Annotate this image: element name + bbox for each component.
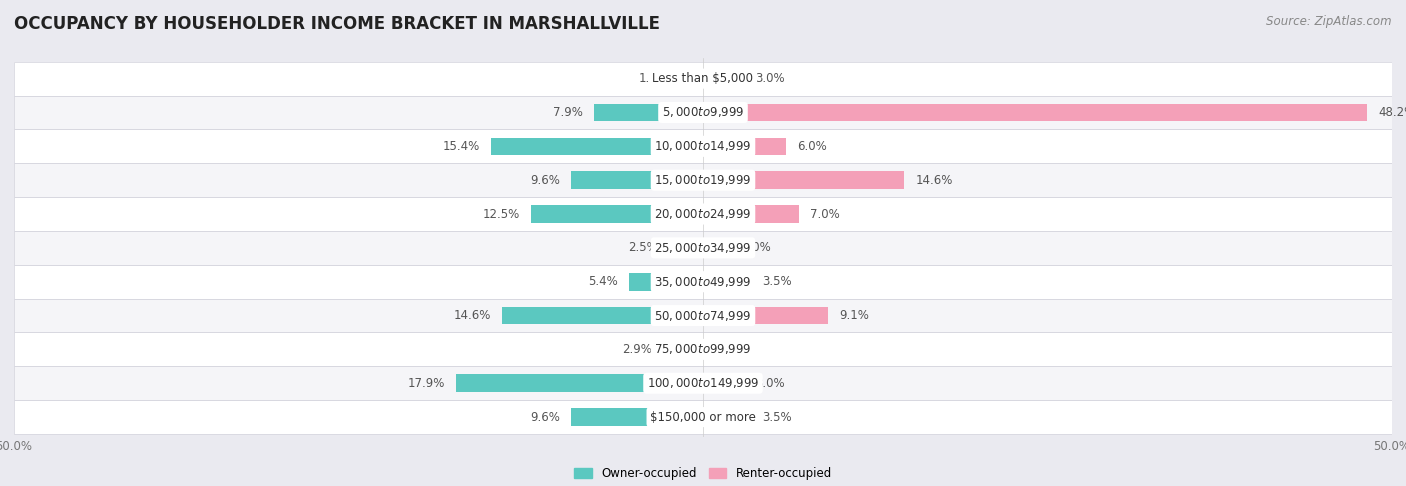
Bar: [703, 205, 800, 223]
Text: $20,000 to $24,999: $20,000 to $24,999: [654, 207, 752, 221]
Bar: [491, 138, 703, 155]
Bar: [571, 172, 703, 189]
Text: 9.1%: 9.1%: [839, 309, 869, 322]
Bar: [14, 96, 1392, 129]
Bar: [14, 366, 1392, 400]
Text: 7.9%: 7.9%: [553, 106, 583, 119]
Bar: [571, 408, 703, 426]
Text: 0.0%: 0.0%: [714, 343, 744, 356]
Bar: [14, 400, 1392, 434]
Bar: [703, 70, 744, 87]
Text: $50,000 to $74,999: $50,000 to $74,999: [654, 309, 752, 323]
Bar: [14, 62, 1392, 96]
Bar: [14, 332, 1392, 366]
Text: $100,000 to $149,999: $100,000 to $149,999: [647, 376, 759, 390]
Text: OCCUPANCY BY HOUSEHOLDER INCOME BRACKET IN MARSHALLVILLE: OCCUPANCY BY HOUSEHOLDER INCOME BRACKET …: [14, 15, 659, 33]
Text: 2.0%: 2.0%: [741, 242, 772, 254]
Bar: [14, 96, 1392, 129]
Bar: [14, 231, 1392, 265]
Bar: [703, 408, 751, 426]
Text: 3.5%: 3.5%: [762, 275, 792, 288]
Text: Less than $5,000: Less than $5,000: [652, 72, 754, 85]
Text: 14.6%: 14.6%: [453, 309, 491, 322]
Text: 3.0%: 3.0%: [755, 72, 785, 85]
Text: 6.0%: 6.0%: [797, 140, 827, 153]
Text: 15.4%: 15.4%: [443, 140, 479, 153]
Bar: [703, 172, 904, 189]
Bar: [14, 197, 1392, 231]
Text: 3.5%: 3.5%: [762, 411, 792, 424]
Bar: [703, 104, 1367, 122]
Bar: [14, 265, 1392, 298]
Bar: [14, 129, 1392, 163]
Bar: [679, 70, 703, 87]
Bar: [14, 366, 1392, 400]
Bar: [664, 341, 703, 358]
Text: 3.0%: 3.0%: [755, 377, 785, 390]
Bar: [669, 239, 703, 257]
Text: 2.5%: 2.5%: [628, 242, 658, 254]
Text: $25,000 to $34,999: $25,000 to $34,999: [654, 241, 752, 255]
Bar: [14, 62, 1392, 96]
Text: $35,000 to $49,999: $35,000 to $49,999: [654, 275, 752, 289]
Bar: [14, 332, 1392, 366]
Bar: [703, 138, 786, 155]
Bar: [14, 197, 1392, 231]
Bar: [457, 374, 703, 392]
Text: 1.7%: 1.7%: [638, 72, 669, 85]
Text: $15,000 to $19,999: $15,000 to $19,999: [654, 173, 752, 187]
Bar: [14, 163, 1392, 197]
Text: 14.6%: 14.6%: [915, 174, 953, 187]
Bar: [14, 231, 1392, 265]
Bar: [14, 163, 1392, 197]
Bar: [703, 273, 751, 291]
Text: 12.5%: 12.5%: [482, 208, 520, 221]
Text: 17.9%: 17.9%: [408, 377, 446, 390]
Bar: [531, 205, 703, 223]
Bar: [502, 307, 703, 324]
Text: 7.0%: 7.0%: [810, 208, 841, 221]
Text: 9.6%: 9.6%: [530, 411, 560, 424]
Bar: [14, 298, 1392, 332]
Text: $75,000 to $99,999: $75,000 to $99,999: [654, 343, 752, 356]
Bar: [14, 298, 1392, 332]
Bar: [703, 374, 744, 392]
Bar: [703, 307, 828, 324]
Text: 48.2%: 48.2%: [1378, 106, 1406, 119]
Text: $150,000 or more: $150,000 or more: [650, 411, 756, 424]
Bar: [628, 273, 703, 291]
Text: $10,000 to $14,999: $10,000 to $14,999: [654, 139, 752, 153]
Text: $5,000 to $9,999: $5,000 to $9,999: [662, 105, 744, 120]
Text: 2.9%: 2.9%: [621, 343, 652, 356]
Bar: [595, 104, 703, 122]
Text: Source: ZipAtlas.com: Source: ZipAtlas.com: [1267, 15, 1392, 28]
Legend: Owner-occupied, Renter-occupied: Owner-occupied, Renter-occupied: [569, 462, 837, 485]
Bar: [14, 129, 1392, 163]
Bar: [703, 239, 731, 257]
Bar: [14, 265, 1392, 298]
Text: 5.4%: 5.4%: [588, 275, 617, 288]
Bar: [14, 400, 1392, 434]
Text: 9.6%: 9.6%: [530, 174, 560, 187]
